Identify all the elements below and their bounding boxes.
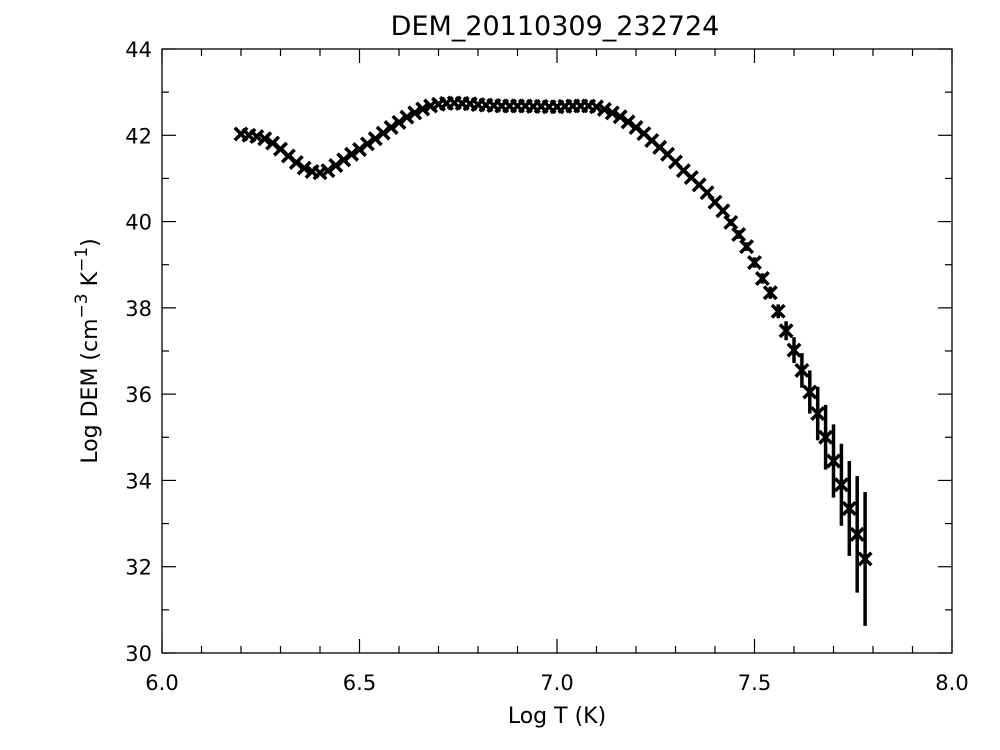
- data-point: [359, 136, 375, 152]
- x-tick-labels: 6.0 6.5 7.0 7.5 8.0: [145, 671, 968, 695]
- y-tick-label: 42: [125, 124, 152, 148]
- y-axis-label-sup-1: −3: [72, 293, 92, 318]
- y-tick-label: 40: [125, 211, 152, 235]
- data-point: [857, 551, 873, 567]
- data-point: [841, 500, 857, 516]
- data-point: [794, 362, 810, 378]
- y-tick-label: 44: [125, 38, 152, 62]
- data-point: [344, 146, 360, 162]
- y-axis-label-mid: K: [78, 271, 103, 293]
- y-tick-label: 34: [125, 469, 152, 493]
- y-axis-label: Log DEM (cm−3 K−1): [72, 238, 103, 463]
- y-tick-labels: 30 32 34 36 38 40 42 44: [125, 38, 152, 666]
- x-tick-label: 7.0: [540, 671, 573, 695]
- data-point: [407, 105, 423, 121]
- y-tick-label: 38: [125, 297, 152, 321]
- data-point: [383, 120, 399, 135]
- y-tick-label: 32: [125, 556, 152, 580]
- data-markers: [233, 95, 873, 567]
- data-point: [391, 114, 407, 130]
- y-axis-label-prefix: Log DEM (cm: [78, 318, 103, 463]
- data-point: [826, 453, 841, 469]
- data-point: [833, 477, 849, 493]
- data-point: [731, 227, 747, 242]
- data-point: [320, 163, 336, 179]
- data-point: [604, 105, 620, 121]
- data-point: [802, 384, 818, 400]
- plot-frame: [161, 48, 953, 654]
- y-tick-label: 36: [125, 383, 152, 407]
- data-point: [778, 323, 794, 339]
- data-point: [754, 271, 770, 286]
- axis-ticks: [161, 48, 953, 654]
- y-axis-label-suffix: ): [78, 238, 103, 247]
- x-tick-label: 6.0: [145, 671, 178, 695]
- data-point: [723, 214, 739, 230]
- chart-title: DEM_20110309_232724: [391, 11, 720, 42]
- data-point: [399, 109, 415, 125]
- data-point: [747, 255, 762, 271]
- data-point: [849, 526, 865, 542]
- data-point: [770, 303, 786, 319]
- x-tick-label: 8.0: [935, 671, 968, 695]
- data-point: [257, 131, 273, 147]
- data-point: [818, 429, 834, 445]
- data-point: [810, 406, 826, 422]
- y-axis-label-sup-2: −1: [72, 247, 92, 272]
- y-tick-label: 30: [125, 642, 152, 666]
- x-tick-label: 6.5: [343, 671, 376, 695]
- data-point: [739, 239, 755, 255]
- x-axis-label: Log T (K): [508, 704, 606, 729]
- x-tick-label: 7.5: [738, 671, 771, 695]
- error-bars: [239, 101, 867, 626]
- data-point: [762, 285, 778, 301]
- data-point: [715, 203, 731, 219]
- data-point: [612, 109, 628, 125]
- data-point: [786, 342, 802, 358]
